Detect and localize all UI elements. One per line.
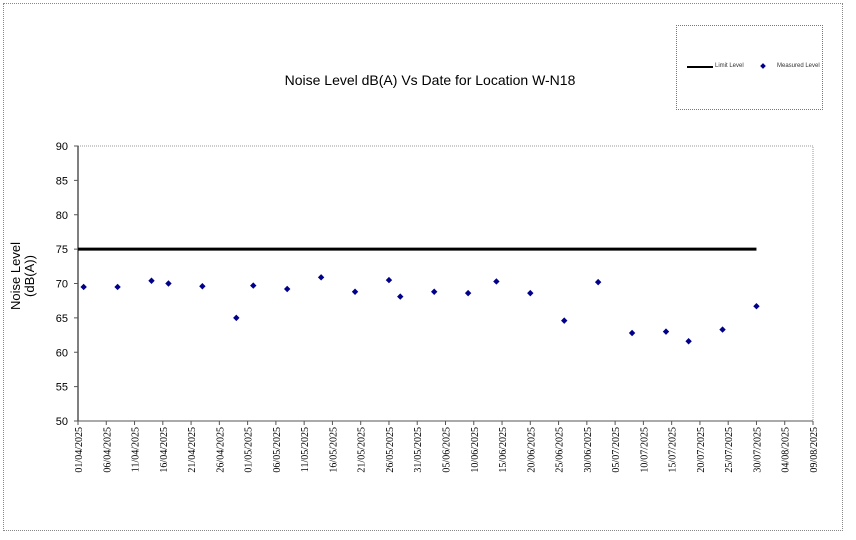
measured-level-point <box>250 282 257 289</box>
chart-frame <box>3 3 843 531</box>
legend-label-measured: Measured Level <box>777 63 820 69</box>
x-tick-label: 20/07/2025 <box>696 427 707 473</box>
x-tick-label: 11/04/2025 <box>131 427 142 472</box>
x-tick-label: 11/05/2025 <box>300 427 311 472</box>
measured-level-point <box>561 317 568 324</box>
x-tick-label: 20/06/2025 <box>526 427 537 473</box>
legend-line-marker <box>687 66 713 68</box>
measured-level-point <box>430 288 438 295</box>
x-tick-label: 25/07/2025 <box>724 427 735 473</box>
y-tick-label: 90 <box>56 141 68 153</box>
measured-level-point <box>317 274 325 281</box>
measured-level-point <box>719 326 726 333</box>
x-tick-label: 06/05/2025 <box>272 427 283 473</box>
x-tick-label: 15/07/2025 <box>668 427 679 473</box>
measured-level-point <box>527 289 534 297</box>
measured-level-point <box>165 280 172 287</box>
x-tick-label: 21/05/2025 <box>357 427 368 473</box>
measured-level-point <box>753 302 760 310</box>
measured-level-point <box>114 283 121 291</box>
measured-level-point <box>397 293 404 300</box>
y-tick-label: 85 <box>56 175 68 187</box>
measured-level-point <box>283 285 291 293</box>
x-tick-label: 10/06/2025 <box>470 427 481 473</box>
measured-level-point <box>493 278 500 285</box>
x-tick-label: 06/04/2025 <box>102 427 113 473</box>
x-tick-label: 05/07/2025 <box>611 427 622 473</box>
x-tick-label: 30/07/2025 <box>752 427 763 473</box>
measured-level-point <box>464 289 472 297</box>
measured-level-point <box>385 276 393 284</box>
x-tick-label: 10/07/2025 <box>639 427 650 473</box>
measured-level-point <box>594 278 602 286</box>
x-tick-label: 16/05/2025 <box>328 427 339 473</box>
x-tick-label: 30/06/2025 <box>583 427 594 473</box>
x-tick-label: 09/08/2025 <box>809 427 820 473</box>
x-tick-label: 26/05/2025 <box>385 427 396 473</box>
x-tick-label: 16/04/2025 <box>159 427 170 473</box>
measured-level-point <box>685 338 692 345</box>
y-tick-label: 65 <box>56 313 68 325</box>
measured-level-point <box>80 283 87 291</box>
measured-level-point <box>199 283 206 290</box>
y-tick-label: 75 <box>56 244 68 256</box>
x-tick-label: 26/04/2025 <box>215 427 226 473</box>
measured-level-point <box>628 329 636 337</box>
x-tick-label: 25/06/2025 <box>555 427 566 473</box>
x-tick-label: 01/05/2025 <box>244 427 255 473</box>
y-tick-label: 70 <box>56 279 68 291</box>
x-tick-label: 04/08/2025 <box>781 427 792 473</box>
x-tick-label: 05/06/2025 <box>442 427 453 473</box>
measured-level-point <box>662 328 670 335</box>
y-tick-label: 60 <box>56 347 68 359</box>
y-tick-label: 50 <box>56 416 68 428</box>
measured-level-point <box>233 314 240 322</box>
x-tick-label: 21/04/2025 <box>187 427 198 473</box>
plot-area <box>77 145 814 422</box>
x-tick-label: 15/06/2025 <box>498 427 509 473</box>
x-tick-label: 01/04/2025 <box>74 427 85 473</box>
legend: Limit Level Measured Level <box>676 25 823 110</box>
measured-level-point <box>148 277 155 284</box>
y-tick-label: 55 <box>56 382 68 394</box>
chart-title: Noise Level dB(A) Vs Date for Location W… <box>284 72 576 88</box>
measured-level-point <box>351 288 359 295</box>
legend-label-limit: Limit Level <box>715 63 744 69</box>
x-tick-label: 31/05/2025 <box>413 427 424 473</box>
y-tick-label: 80 <box>56 210 68 222</box>
